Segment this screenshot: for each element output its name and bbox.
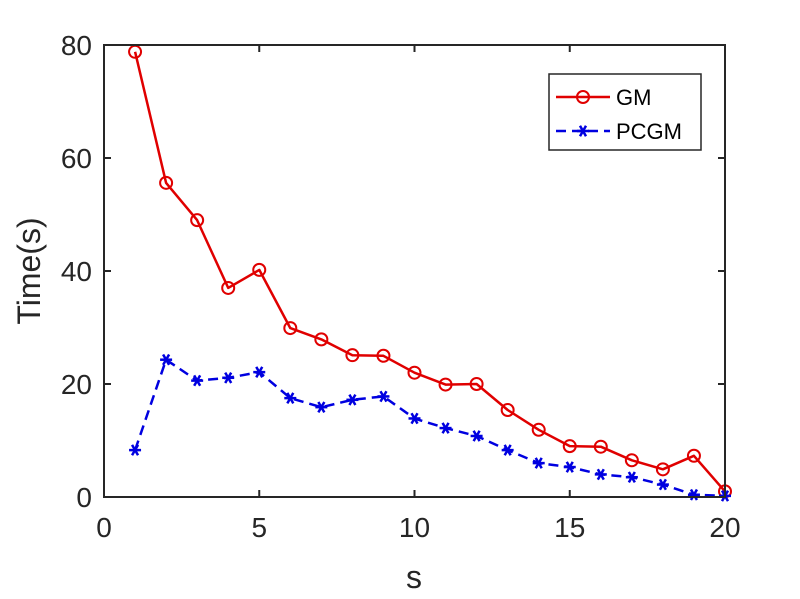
data-point-gm — [655, 462, 670, 477]
x-tick-label: 15 — [554, 512, 585, 543]
legend-gm-label: GM — [616, 85, 651, 110]
legend-gm-marker — [576, 90, 590, 104]
data-point-pcgm — [687, 488, 700, 501]
data-point-gm — [562, 439, 577, 454]
data-point-gm — [345, 348, 360, 363]
data-point-gm — [314, 332, 329, 347]
data-point-pcgm — [532, 457, 545, 469]
x-tick-label: 20 — [709, 512, 740, 543]
data-point-pcgm — [377, 390, 390, 403]
data-point-gm — [593, 439, 608, 454]
data-point-pcgm — [222, 371, 235, 384]
data-point-pcgm — [284, 392, 297, 404]
legend-pcgm-marker — [577, 125, 589, 137]
data-point-gm — [624, 453, 639, 468]
data-point-gm — [159, 175, 174, 190]
y-tick-label: 0 — [76, 482, 92, 513]
data-point-pcgm — [594, 468, 607, 481]
data-point-pcgm — [160, 353, 173, 366]
plot-lines — [128, 44, 732, 502]
axis-ticks: 0 5 10 15 20 0 20 40 60 80 — [61, 30, 741, 543]
y-axis-label: Time(s) — [11, 217, 47, 324]
data-point-pcgm — [191, 374, 204, 387]
data-point-gm — [190, 213, 205, 228]
x-axis-label: s — [406, 559, 422, 595]
data-point-gm — [469, 377, 484, 391]
y-tick-label: 40 — [61, 256, 92, 287]
data-point-pcgm — [253, 366, 266, 378]
data-point-pcgm — [315, 401, 328, 413]
y-tick-label: 60 — [61, 143, 92, 174]
data-point-gm — [252, 262, 267, 277]
data-point-gm — [438, 377, 453, 392]
data-point-pcgm — [501, 444, 514, 456]
data-point-gm — [407, 365, 422, 380]
data-point-gm — [283, 321, 298, 336]
legend-box — [548, 73, 702, 151]
x-tick-label: 5 — [251, 512, 267, 543]
y-tick-label: 80 — [61, 30, 92, 61]
data-point-pcgm — [346, 393, 359, 406]
data-point-pcgm — [439, 422, 452, 434]
data-point-pcgm — [625, 471, 638, 484]
legend: GM PCGM — [548, 73, 702, 151]
data-point-gm — [531, 422, 546, 437]
data-point-pcgm — [129, 444, 142, 456]
x-tick-label: 10 — [399, 512, 430, 543]
x-tick-label: 0 — [96, 512, 112, 543]
data-point-gm — [221, 280, 236, 295]
data-point-gm — [376, 348, 391, 363]
data-point-pcgm — [563, 461, 576, 473]
y-tick-label: 20 — [61, 369, 92, 400]
legend-pcgm-label: PCGM — [616, 119, 682, 144]
data-point-pcgm — [470, 430, 483, 442]
data-point-gm — [500, 402, 515, 417]
data-point-gm — [686, 448, 701, 463]
data-point-pcgm — [408, 412, 421, 425]
data-point-pcgm — [656, 478, 669, 491]
